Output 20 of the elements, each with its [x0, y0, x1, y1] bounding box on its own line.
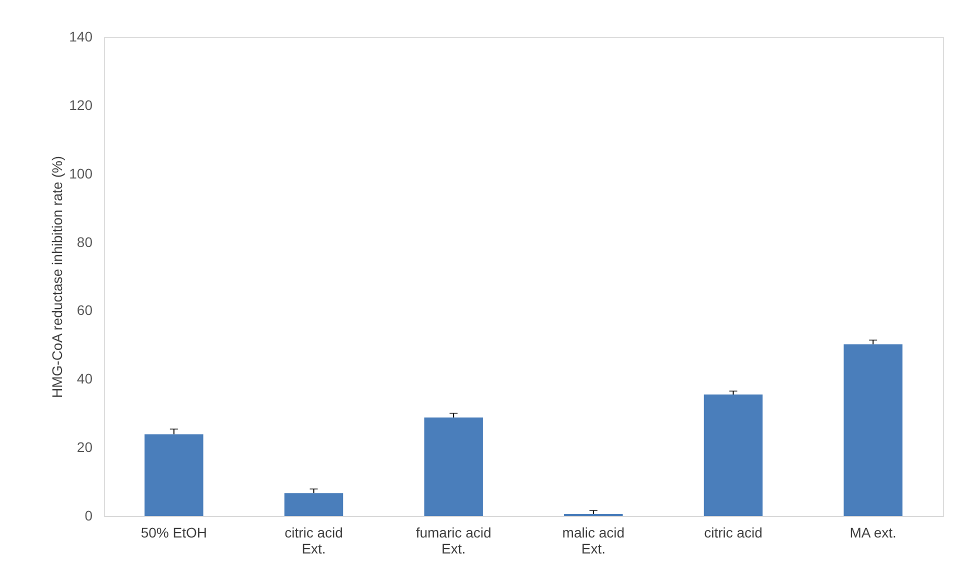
y-tick-label: 120 — [69, 96, 93, 113]
y-tick-label: 80 — [76, 234, 93, 250]
y-tick-label: 40 — [76, 370, 93, 387]
y-axis-title: HMG-CoA reductase inhibition rate (%) — [49, 156, 66, 398]
bar — [844, 344, 902, 516]
x-tick-label: 50% EtOH — [140, 524, 207, 540]
bar — [144, 434, 204, 516]
x-tick-label: citric acid — [704, 524, 762, 540]
x-tick-label: fumaric acid Ext. — [416, 524, 492, 556]
bar — [284, 493, 344, 516]
x-tick-label: citric acid Ext. — [284, 524, 343, 556]
y-tick-label: 0 — [84, 508, 93, 524]
bar — [424, 417, 483, 516]
x-tick-label: MA ext. — [850, 524, 896, 540]
y-tick-label: 100 — [69, 165, 93, 182]
x-tick-label: malic acid Ext. — [562, 524, 625, 556]
y-tick-label: 140 — [69, 28, 93, 44]
bar — [704, 394, 763, 516]
y-tick-label: 60 — [76, 302, 93, 318]
y-tick-label: 20 — [76, 439, 93, 456]
